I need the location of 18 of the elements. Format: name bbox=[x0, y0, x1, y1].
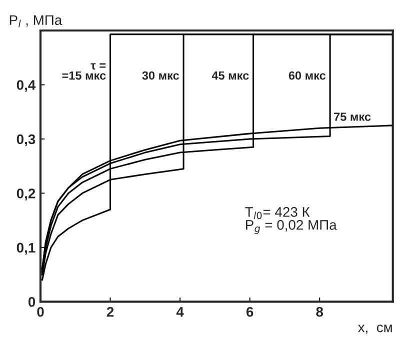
x-tick-label: 0 bbox=[37, 306, 44, 317]
series-label: 75 мкс bbox=[334, 112, 371, 121]
y-axis-title: P$_{l}$ , МПа bbox=[10, 15, 62, 28]
x-tick-label: 2 bbox=[106, 306, 114, 317]
x-tick-label: 6 bbox=[246, 306, 254, 317]
series-label: 60 мкс bbox=[288, 71, 326, 80]
series-label: 45 мкс bbox=[212, 71, 249, 80]
series-label: 30 мкс bbox=[142, 71, 180, 80]
annotation: T$_{l0}$= 423 К P$_{g}$ = 0,02 МПа bbox=[245, 207, 337, 234]
y-tick-label: 0,2 bbox=[16, 188, 36, 200]
y-tick-label: 0,1 bbox=[16, 242, 36, 255]
x-tick-label: 8 bbox=[316, 306, 324, 317]
series-label: τ = =15 мкс bbox=[62, 63, 106, 80]
y-tick-label: 0 bbox=[28, 297, 36, 307]
y-tick-label: 0,3 bbox=[16, 134, 36, 146]
x-tick-label: 4 bbox=[176, 307, 184, 317]
y-tick-label: 0,4 bbox=[16, 80, 36, 92]
x-axis-title: x, см bbox=[358, 324, 392, 334]
